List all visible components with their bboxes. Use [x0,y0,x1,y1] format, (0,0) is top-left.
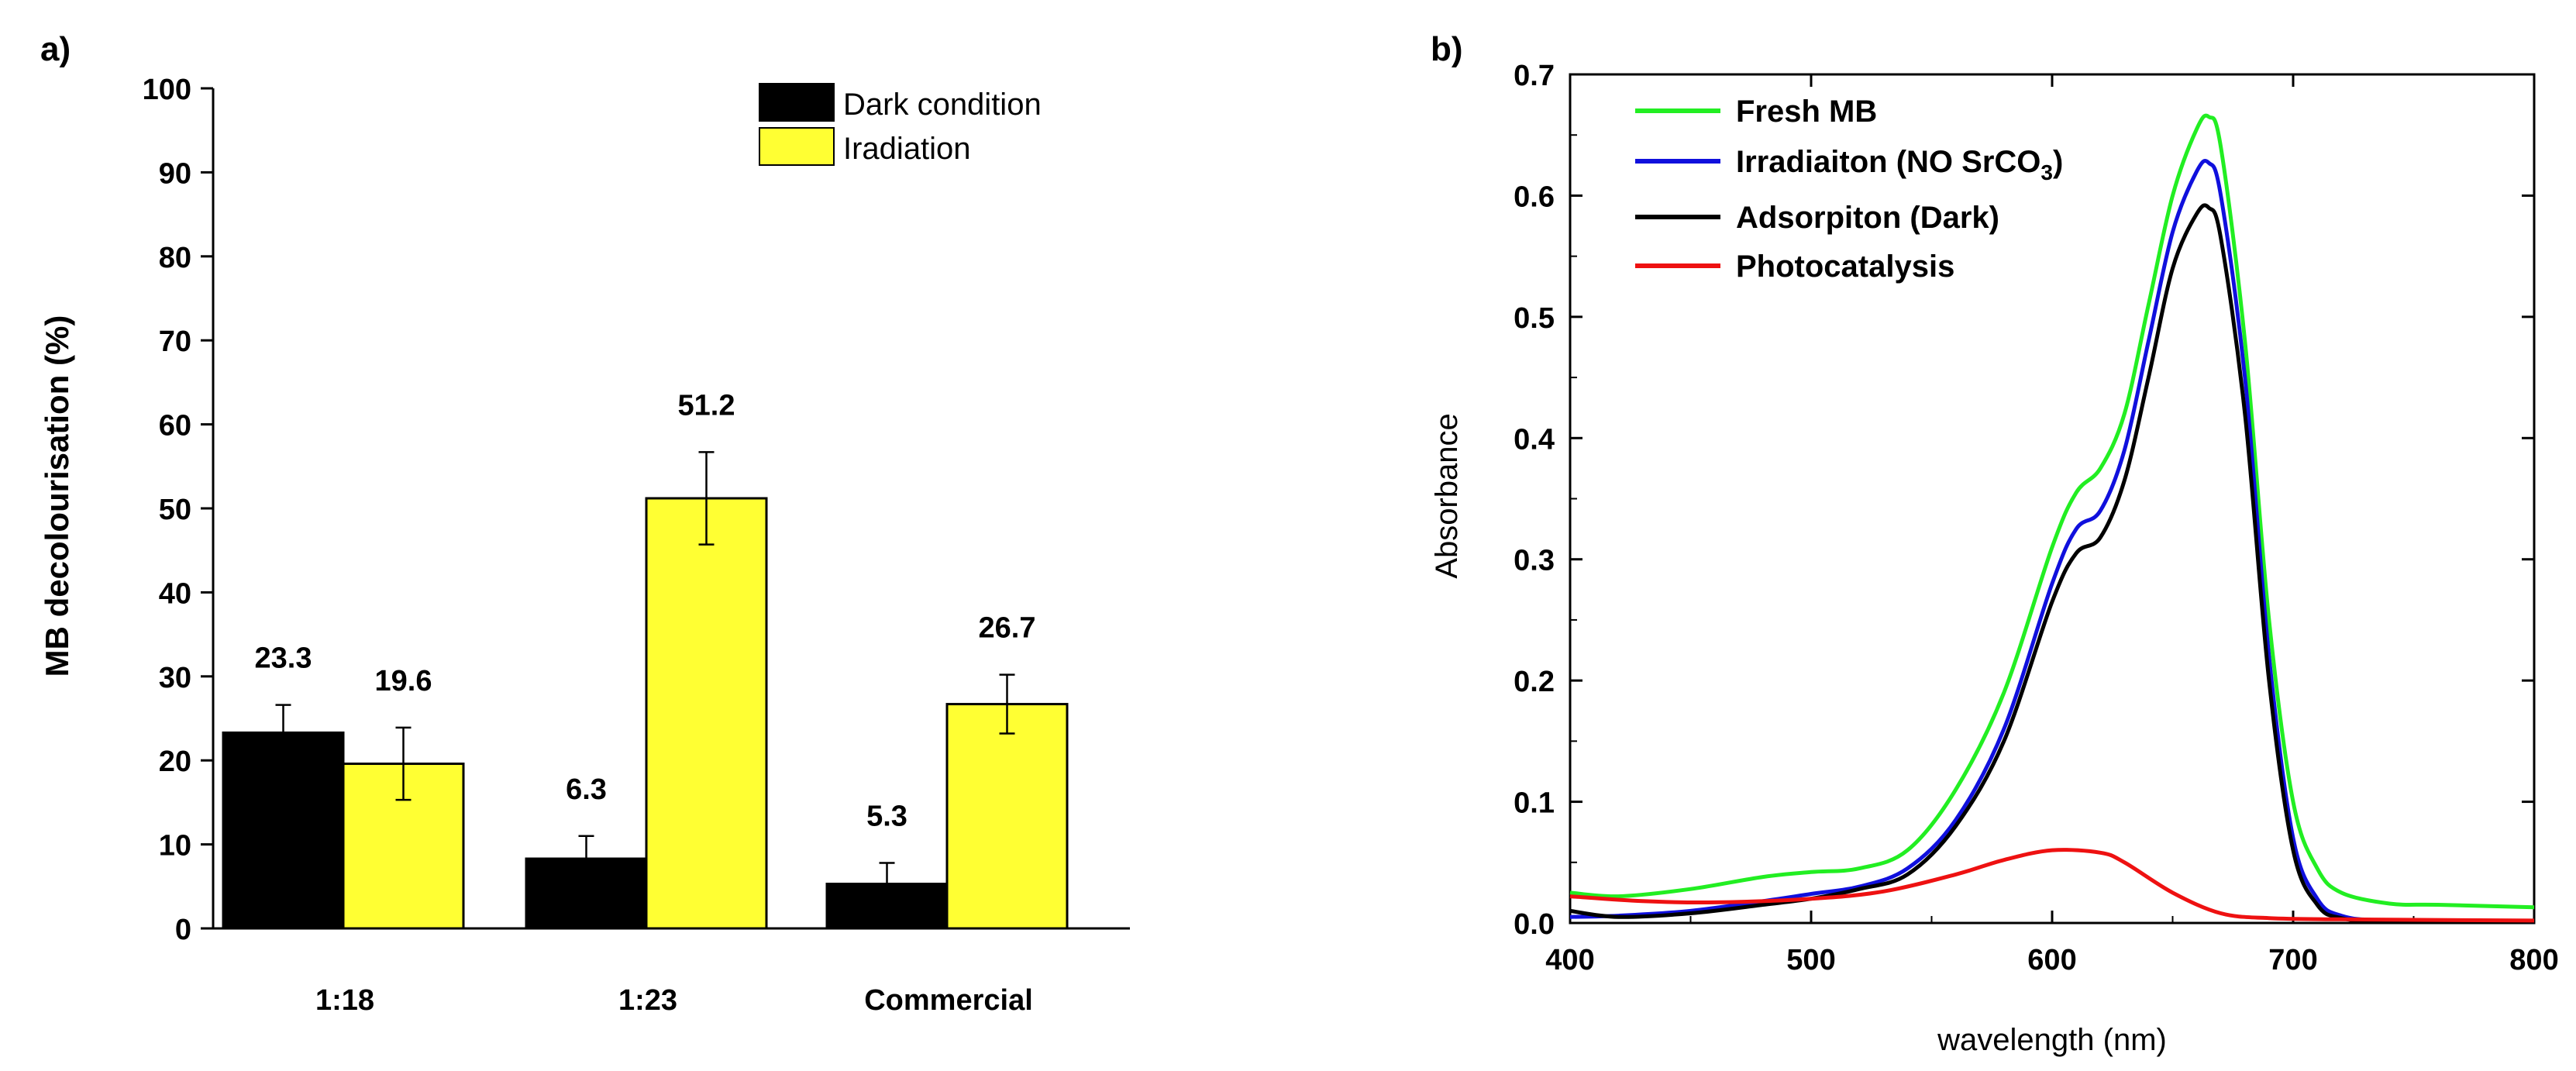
y-tick-label: 40 [159,577,191,610]
y-tick-label: 70 [159,325,191,358]
y-tick-label: 0.6 [1514,181,1555,213]
bar [945,703,1069,930]
data-label: 23.3 [255,642,312,675]
data-label: 5.3 [866,800,907,832]
y-tick-label: 10 [159,830,191,863]
y-tick-label: 60 [159,410,191,443]
y-tick-label: 0.2 [1514,666,1555,698]
panel-a-legend: Dark condition Iradiation [759,83,1042,166]
x-tick-label: 400 [1545,944,1594,976]
data-label: 19.6 [375,665,432,697]
x-tick-label: 800 [2509,944,2558,976]
series-line-0 [1569,113,2535,910]
x-tick-label: 700 [2268,944,2317,976]
y-tick-label: 100 [143,74,191,106]
legend-label-photocatalysis: Photocatalysis [1736,250,1954,284]
y-tick-label: 0.7 [1514,60,1555,92]
y-tick-label: 80 [159,242,191,274]
y-tick-label: 50 [159,494,191,526]
panel-b-y-axis-title: Absorbance [1430,413,1464,578]
x-tick-label: 600 [2027,944,2076,976]
panel-a-y-ticks: 0 10 20 30 40 50 60 70 80 90 100 [143,74,213,946]
legend-label-dark: Dark condition [843,88,1042,122]
x-category-label: 1:23 [618,984,677,1017]
x-category-label: 1:18 [315,984,374,1017]
panel-b-y-ticks: 0.0 0.1 0.2 0.3 0.4 0.5 0.6 0.7 [1514,60,2534,941]
data-label: 51.2 [678,389,735,422]
panel-b-x-ticks: 400 500 600 700 800 [1545,74,2559,976]
bar [645,497,768,930]
data-label: 6.3 [566,773,607,806]
panel-a-label: a) [40,30,71,68]
data-label: 26.7 [979,612,1036,645]
panel-a-x-categories: 1:18 1:23 Commercial [315,984,1033,1017]
legend-label-iradiation: Iradiation [843,132,971,166]
panel-b-x-axis-title: wavelength (nm) [1937,1023,2167,1057]
panel-a-data-labels: 23.3 19.6 6.3 51.2 5.3 26.7 [255,389,1036,832]
y-tick-label: 0.4 [1514,423,1555,456]
y-tick-label: 0.5 [1514,302,1555,335]
series-line-1 [1569,158,2535,924]
panel-a-bars [222,451,1069,930]
series-line-2 [1569,203,2535,925]
x-tick-label: 500 [1786,944,1835,976]
bar [222,731,345,930]
panel-b-plot-frame [1569,73,2536,925]
y-tick-label: 20 [159,746,191,778]
legend-label-irradiation: Irradiaiton (NO SrCO3) [1736,145,2063,184]
y-tick-label: 0.1 [1514,787,1555,820]
panel-b-label: b) [1431,30,1463,68]
y-tick-label: 90 [159,157,191,190]
y-tick-label: 0.3 [1514,545,1555,577]
panel-b-legend: Fresh MB Irradiaiton (NO SrCO3) Adsorpit… [1635,95,2063,284]
legend-label-fresh-mb: Fresh MB [1736,95,1877,129]
y-tick-label: 0 [175,914,191,946]
y-tick-label: 0.0 [1514,908,1555,941]
legend-swatch-dark [759,83,835,122]
legend-label-adsorption: Adsorpiton (Dark) [1736,201,1999,235]
y-tick-label: 30 [159,662,191,694]
legend-swatch-iradiation [759,127,835,166]
series-line-3 [1569,848,2535,923]
panel-a-y-axis-title: MB decolourisation (%) [39,315,75,677]
panel-b-line-chart: b) 0.0 0.1 0.2 0.3 0.4 0.5 0.6 0.7 400 500 600 700… [1430,30,2559,1057]
x-category-label: Commercial [864,984,1033,1017]
panel-a-bar-chart: a) 0 10 20 30 40 50 60 70 80 90 100 23.3 19.6 6.3 51.… [39,30,1130,1017]
panel-b-series-lines [1569,113,2535,925]
